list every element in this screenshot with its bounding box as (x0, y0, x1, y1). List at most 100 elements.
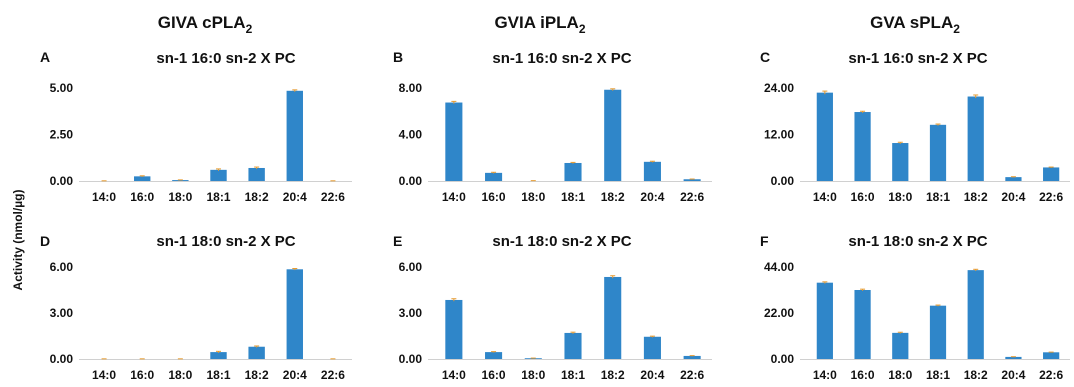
bar-14:0 (816, 92, 833, 181)
x-tick-label: 18:1 (206, 190, 230, 204)
x-tick-label: 22:6 (321, 190, 345, 204)
bar-20:4 (286, 269, 303, 359)
column-title-2-sub: 2 (579, 22, 586, 36)
y-tick-label: 0.00 (771, 352, 795, 366)
bar-18:1 (929, 124, 947, 181)
bar-14:0 (445, 299, 463, 359)
x-tick-label: 18:0 (521, 368, 545, 382)
y-tick-label: 3.00 (50, 306, 74, 320)
column-title-2-main: GVIA iPLA (494, 13, 578, 32)
bar-18:1 (210, 169, 227, 181)
y-tick-label: 0.00 (771, 174, 795, 188)
x-tick-label: 22:6 (680, 190, 704, 204)
column-title-1-sub: 2 (246, 22, 253, 36)
y-tick-label: 0.00 (399, 174, 423, 188)
x-tick-label: 22:6 (321, 368, 345, 382)
bar-18:1 (564, 332, 582, 359)
x-tick-label: 14:0 (813, 368, 837, 382)
bar-18:1 (564, 162, 582, 181)
x-tick-label: 14:0 (813, 190, 837, 204)
bar-18:0 (172, 180, 189, 181)
panel-title: sn-1 18:0 sn-2 X PC (848, 233, 987, 250)
x-tick-label: 20:4 (283, 368, 307, 382)
y-tick-label: 22.00 (764, 306, 794, 320)
bar-18:0 (892, 332, 909, 359)
column-title-3-main: GVA sPLA (870, 13, 953, 32)
x-tick-label: 16:0 (482, 190, 506, 204)
bar-14:0 (816, 282, 833, 359)
x-tick-label: 22:6 (1039, 190, 1063, 204)
x-tick-label: 20:4 (640, 368, 664, 382)
y-axis-label: Activity (nmol/µg) (11, 190, 25, 291)
x-tick-label: 18:1 (926, 368, 950, 382)
panel-letter: A (40, 49, 50, 65)
panel-letter: D (40, 233, 50, 249)
x-tick-label: 20:4 (1001, 190, 1025, 204)
x-tick-label: 20:4 (1001, 368, 1025, 382)
x-tick-label: 18:2 (245, 190, 269, 204)
bar-18:2 (967, 96, 984, 181)
x-tick-label: 16:0 (851, 190, 875, 204)
bar-20:4 (286, 90, 303, 181)
bar-14:0 (445, 102, 463, 181)
column-title-1: GIVA cPLA2 (158, 13, 253, 36)
panel-letter: B (393, 49, 403, 65)
x-tick-label: 18:2 (964, 368, 988, 382)
x-tick-label: 18:2 (964, 190, 988, 204)
x-tick-label: 18:2 (245, 368, 269, 382)
panel-title: sn-1 18:0 sn-2 X PC (492, 233, 631, 250)
bar-22:6 (1043, 352, 1060, 359)
panel-title: sn-1 16:0 sn-2 X PC (156, 50, 295, 67)
column-title-1-main: GIVA cPLA (158, 13, 246, 32)
bar-18:2 (604, 89, 622, 181)
x-tick-label: 16:0 (130, 190, 154, 204)
x-tick-label: 18:0 (168, 368, 192, 382)
bar-20:4 (643, 161, 661, 181)
x-tick-label: 18:1 (561, 190, 585, 204)
bar-18:2 (248, 346, 265, 359)
y-tick-label: 5.00 (50, 81, 74, 95)
column-title-3-sub: 2 (953, 22, 960, 36)
x-tick-label: 16:0 (482, 368, 506, 382)
x-tick-label: 18:0 (888, 190, 912, 204)
x-tick-label: 18:0 (888, 368, 912, 382)
bar-22:6 (1043, 167, 1060, 181)
x-tick-label: 18:1 (206, 368, 230, 382)
bar-18:0 (524, 358, 542, 359)
bar-16:0 (485, 352, 503, 359)
bar-18:1 (929, 305, 947, 359)
x-tick-label: 22:6 (1039, 368, 1063, 382)
x-tick-label: 18:1 (926, 190, 950, 204)
y-tick-label: 24.00 (764, 81, 794, 95)
x-tick-label: 18:2 (601, 368, 625, 382)
bar-22:6 (683, 179, 701, 181)
y-tick-label: 4.00 (399, 128, 423, 142)
panel-letter: F (760, 233, 769, 249)
y-tick-label: 0.00 (50, 352, 74, 366)
bar-18:2 (967, 270, 984, 359)
bar-16:0 (485, 172, 503, 181)
x-tick-label: 14:0 (442, 190, 466, 204)
y-tick-label: 6.00 (399, 260, 423, 274)
x-tick-label: 18:1 (561, 368, 585, 382)
bar-16:0 (854, 290, 871, 359)
y-tick-label: 44.00 (764, 260, 794, 274)
panel-title: sn-1 18:0 sn-2 X PC (156, 233, 295, 250)
bar-20:4 (1005, 356, 1022, 359)
y-tick-label: 6.00 (50, 260, 74, 274)
x-tick-label: 14:0 (92, 190, 116, 204)
panel-letter: E (393, 233, 402, 249)
y-tick-label: 0.00 (399, 352, 423, 366)
x-tick-label: 20:4 (283, 190, 307, 204)
x-tick-label: 14:0 (442, 368, 466, 382)
x-tick-label: 20:4 (640, 190, 664, 204)
y-tick-label: 8.00 (399, 81, 423, 95)
x-tick-label: 22:6 (680, 368, 704, 382)
column-title-2: GVIA iPLA2 (494, 13, 585, 36)
